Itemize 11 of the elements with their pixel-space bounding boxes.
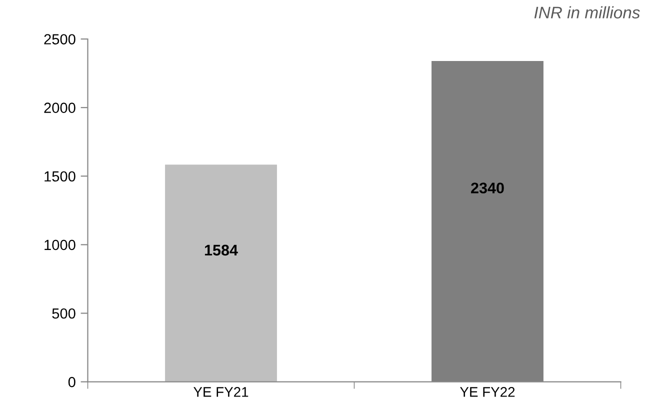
x-tick-label: YE FY21 xyxy=(194,387,248,397)
y-tick-label: 1500 xyxy=(44,171,76,182)
y-tick-label: 0 xyxy=(68,376,76,388)
x-tick-label: YE FY22 xyxy=(460,387,515,397)
data-label: 1584 xyxy=(204,244,238,256)
y-tick-label: 1000 xyxy=(44,240,76,250)
y-tick-label: 2500 xyxy=(44,34,76,44)
y-tick-label: 500 xyxy=(52,308,76,319)
text: INR in millions xyxy=(534,6,640,18)
y-tick-label: 2000 xyxy=(44,102,76,113)
data-label: 2340 xyxy=(471,182,504,194)
